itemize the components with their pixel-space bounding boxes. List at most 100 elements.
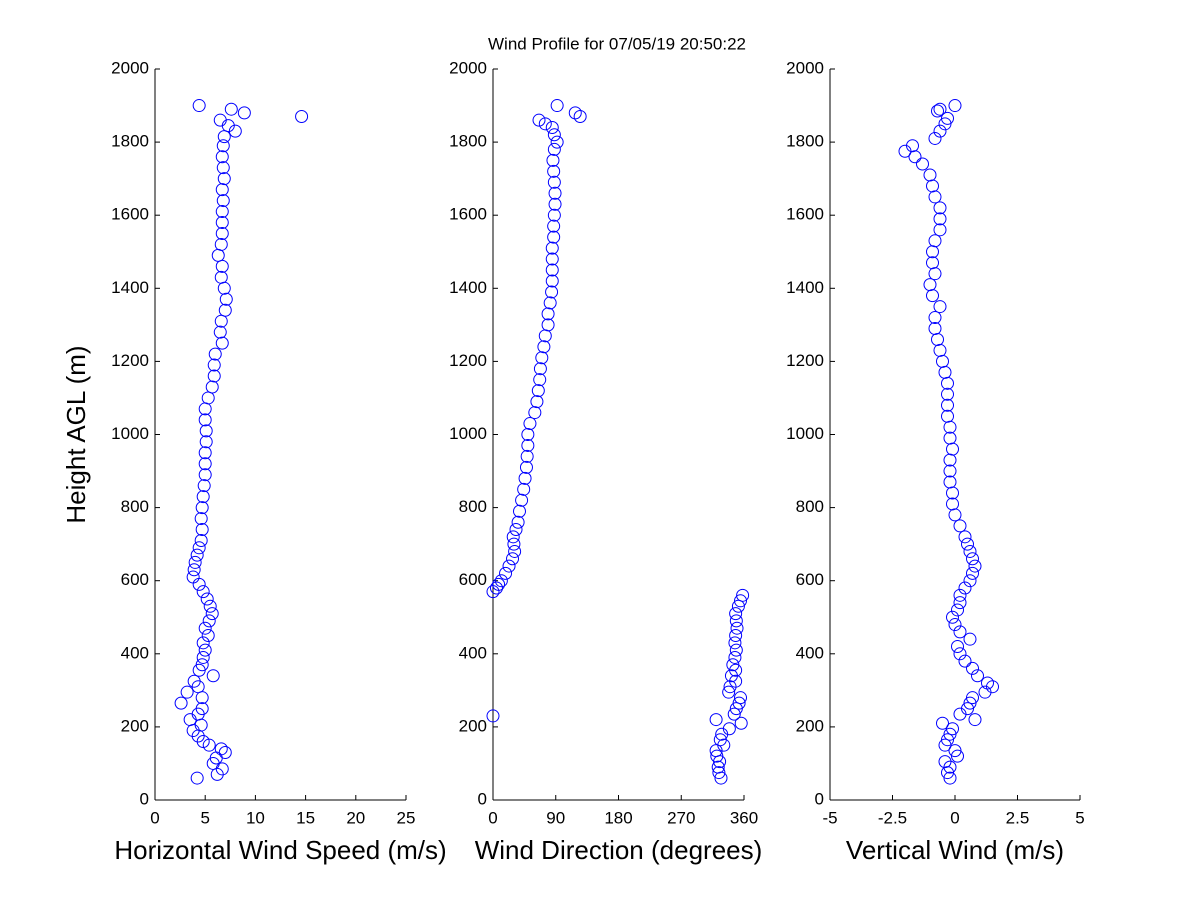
y-tick-label: 0	[815, 789, 824, 808]
point	[966, 552, 979, 566]
point	[216, 161, 230, 175]
point	[547, 164, 561, 178]
point	[535, 351, 549, 365]
point	[928, 267, 942, 281]
point	[724, 669, 738, 683]
y-tick-label: 800	[459, 497, 487, 516]
point	[933, 124, 947, 138]
point	[943, 727, 957, 741]
point	[709, 713, 723, 727]
point	[943, 420, 957, 434]
x-tick-label: 0	[150, 808, 159, 827]
point	[938, 117, 952, 131]
point	[509, 523, 523, 537]
x-tick-label: 5	[1075, 808, 1084, 827]
point	[933, 343, 947, 357]
point	[218, 745, 232, 759]
point	[543, 296, 557, 310]
point	[573, 110, 587, 124]
point	[545, 252, 559, 266]
point	[213, 113, 227, 127]
point	[545, 274, 559, 288]
point	[547, 230, 561, 244]
y-tick-label: 1200	[786, 351, 824, 370]
point	[734, 691, 748, 705]
point	[958, 654, 972, 668]
point	[537, 340, 551, 354]
point	[218, 303, 232, 317]
point	[943, 464, 957, 478]
point	[217, 130, 231, 144]
point	[926, 245, 939, 259]
point	[547, 142, 561, 156]
point	[295, 110, 309, 124]
point	[547, 128, 561, 142]
y-tick-label: 2000	[786, 58, 824, 77]
point	[961, 702, 974, 716]
point	[511, 515, 525, 529]
point	[547, 175, 561, 189]
point	[548, 186, 562, 200]
point	[196, 650, 210, 664]
point	[217, 172, 231, 186]
y-tick-label: 1200	[111, 351, 149, 370]
point	[953, 519, 967, 533]
y-tick-label: 1000	[449, 424, 487, 443]
point	[224, 102, 238, 116]
point	[215, 183, 229, 197]
x-axis-label: Wind Direction (degrees)	[475, 835, 763, 865]
point	[941, 409, 954, 423]
point	[199, 435, 213, 449]
point	[191, 707, 205, 721]
point	[215, 205, 229, 219]
y-axis-label: Height AGL (m)	[61, 345, 91, 523]
point	[198, 468, 212, 482]
point	[953, 625, 967, 639]
point	[971, 669, 984, 683]
point	[523, 417, 537, 431]
point	[941, 733, 954, 747]
point	[966, 661, 979, 675]
y-tick-label: 600	[459, 570, 487, 589]
point	[237, 106, 251, 120]
point	[963, 696, 977, 710]
point	[533, 362, 547, 376]
point	[528, 406, 542, 420]
point	[928, 322, 942, 336]
point	[931, 104, 944, 118]
point	[961, 537, 974, 551]
point	[197, 479, 211, 493]
point	[521, 428, 535, 441]
x-tick-label: 5	[200, 808, 209, 827]
point	[948, 744, 962, 758]
point	[489, 581, 503, 595]
point	[938, 365, 952, 379]
point	[548, 197, 562, 211]
point	[931, 332, 944, 346]
y-tick-label: 600	[796, 570, 824, 589]
point	[198, 621, 212, 635]
point	[190, 771, 204, 785]
point	[207, 369, 221, 383]
y-tick-label: 1600	[449, 205, 487, 224]
point	[933, 300, 947, 314]
y-tick-label: 400	[796, 643, 824, 662]
point	[951, 639, 964, 653]
x-tick-label: 10	[246, 808, 265, 827]
point	[195, 691, 209, 705]
point	[958, 530, 972, 544]
point	[968, 713, 982, 727]
point	[928, 234, 942, 248]
point	[532, 113, 546, 127]
y-tick-label: 800	[796, 497, 824, 516]
point	[943, 771, 957, 785]
y-tick-label: 1800	[449, 132, 487, 151]
point	[906, 139, 919, 153]
point	[195, 523, 209, 537]
point	[963, 544, 977, 558]
point	[214, 270, 228, 284]
y-tick-label: 1800	[111, 132, 149, 151]
point	[933, 102, 947, 116]
point	[953, 647, 967, 661]
